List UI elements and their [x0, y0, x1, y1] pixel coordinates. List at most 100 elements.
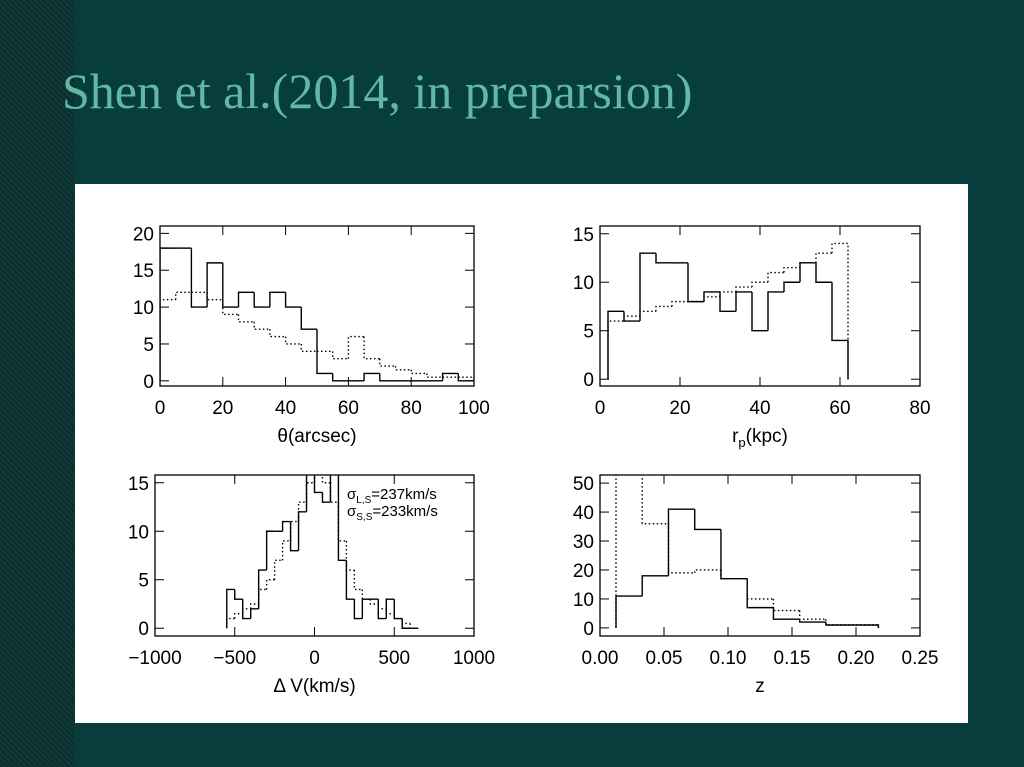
x-tick-label: 20	[669, 398, 690, 419]
histogram-step	[799, 262, 816, 268]
histogram-step	[607, 310, 624, 380]
histogram-step	[175, 291, 192, 300]
y-tick-label: 20	[133, 224, 154, 245]
histogram-step	[332, 351, 349, 360]
x-axis-label: Δ V(km/s)	[273, 676, 355, 697]
histogram-step	[852, 624, 880, 628]
histogram-step	[639, 252, 656, 322]
histogram-step	[363, 372, 380, 381]
side-strip	[0, 0, 75, 767]
histogram-step	[831, 282, 849, 380]
histogram-step	[347, 335, 365, 359]
y-tick-label: 0	[143, 372, 154, 393]
x-tick-label: 500	[378, 648, 410, 669]
histogram-step	[799, 262, 816, 283]
annotation-symbol: σ	[347, 503, 357, 520]
axes-frame	[599, 474, 921, 637]
histogram-step	[393, 613, 403, 620]
y-tick-label: 15	[573, 225, 594, 246]
annotation-text: =237km/s	[371, 486, 436, 503]
histogram-step	[377, 599, 387, 620]
histogram-step	[719, 291, 736, 313]
histogram-step	[281, 540, 291, 561]
y-tick-label: 10	[133, 298, 154, 319]
histogram-step	[746, 578, 774, 609]
histogram-step	[772, 598, 800, 612]
histogram-step	[265, 530, 275, 571]
annotation: σL,S=237km/s	[347, 486, 437, 506]
x-tick-label: 80	[909, 398, 930, 419]
histogram-step	[815, 252, 832, 263]
x-tick-label: 20	[212, 398, 233, 419]
histogram-step	[655, 253, 672, 264]
histogram-step	[735, 291, 752, 312]
histogram-step	[641, 575, 669, 597]
x-tick-label: 40	[275, 398, 296, 419]
histogram-step	[353, 570, 363, 591]
histogram-step	[720, 529, 748, 580]
x-tick-label: 0	[595, 398, 606, 419]
histogram-step	[671, 300, 688, 307]
histogram-step	[337, 502, 347, 542]
histogram-step	[297, 501, 307, 522]
histogram-step	[253, 292, 270, 308]
y-tick-label: 0	[138, 619, 149, 640]
histogram-panel: −1000 −500 0 500 1000 0 5 10 15 Δ V(km/s) σL,S=237…	[128, 474, 495, 697]
x-tick-label: 0.20	[838, 648, 875, 669]
histogram-step	[345, 540, 355, 571]
histogram-step	[703, 296, 720, 302]
histogram-step	[385, 598, 395, 619]
histogram-step	[234, 612, 243, 619]
histogram-step	[783, 266, 800, 273]
y-tick-label: 10	[573, 273, 594, 294]
x-tick-label: 100	[458, 398, 490, 419]
histogram-step	[825, 619, 853, 626]
histogram-step	[394, 366, 412, 371]
histogram-step	[393, 599, 403, 620]
histogram-step	[300, 307, 317, 330]
histogram-step	[281, 520, 291, 532]
annotation-sub: S,S	[356, 512, 372, 523]
axes-frame	[159, 225, 475, 387]
x-tick-label: 0.15	[774, 648, 811, 669]
histogram-step	[361, 589, 371, 600]
annotation-text: =233km/s	[372, 503, 437, 520]
histogram-step	[284, 336, 302, 345]
histogram-step	[426, 373, 443, 378]
histogram-step	[234, 589, 243, 600]
histogram-step	[369, 599, 379, 605]
x-axis-label: z	[755, 676, 765, 697]
histogram-step	[237, 291, 255, 308]
histogram-step	[329, 475, 332, 503]
histogram-step	[379, 373, 396, 382]
histogram-step	[305, 475, 308, 512]
histogram-step	[337, 475, 347, 562]
x-tick-label: 60	[829, 398, 850, 419]
histogram-step	[719, 291, 736, 297]
x-tick-label: 60	[338, 398, 359, 419]
histogram-step	[269, 291, 286, 308]
histogram-step	[363, 336, 380, 360]
x-tick-label: 0	[309, 648, 320, 669]
y-tick-label: 10	[128, 522, 149, 543]
x-tick-label: 40	[749, 398, 770, 419]
y-tick-label: 5	[138, 571, 149, 592]
histogram-step	[289, 521, 299, 552]
histogram-step	[284, 292, 302, 308]
histogram-step	[441, 372, 459, 381]
histogram-step	[222, 262, 239, 308]
histogram-step	[703, 291, 720, 302]
histogram-step	[265, 579, 275, 590]
y-tick-label: 0	[583, 619, 594, 640]
y-tick-label: 50	[573, 474, 594, 495]
histogram-step	[831, 242, 849, 380]
y-tick-label: 20	[573, 561, 594, 582]
histogram-step	[667, 523, 695, 574]
y-tick-label: 5	[583, 322, 594, 343]
y-tick-label: 40	[573, 503, 594, 524]
y-tick-label: 15	[133, 261, 154, 282]
label-rest: (kpc)	[746, 426, 788, 447]
x-axis-label: rp(kpc)	[732, 426, 788, 450]
figure-panel	[75, 184, 968, 723]
